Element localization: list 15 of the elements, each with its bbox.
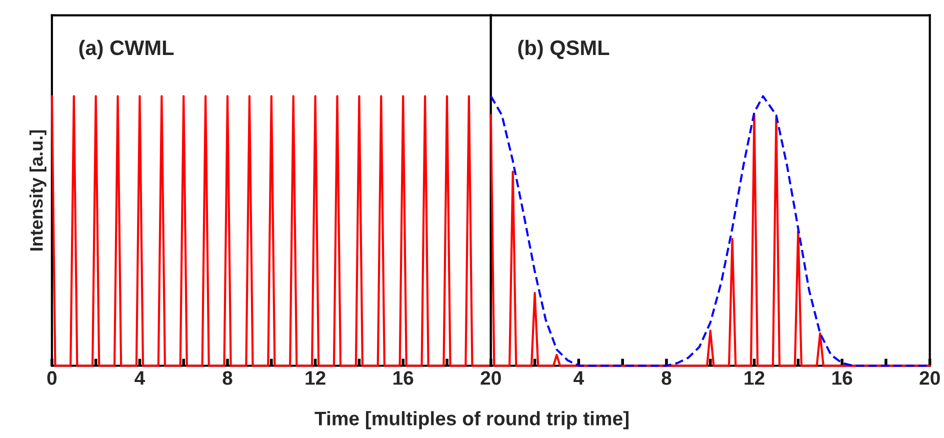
chart-title: (a) CWML xyxy=(79,40,174,60)
y-axis-title: Intensity [a.u.] xyxy=(30,130,46,251)
x-tick-label: 12 xyxy=(306,371,326,385)
x-tick-label: 16 xyxy=(394,371,414,385)
chart-title: (b) QSML xyxy=(518,40,610,60)
x-tick-label: 20 xyxy=(920,371,940,385)
x-tick-label: 4 xyxy=(574,371,584,385)
x-tick-label: 4 xyxy=(134,371,146,385)
x-tick-label: 16 xyxy=(832,371,852,385)
x-tick-label: 8 xyxy=(222,371,232,385)
x-tick-label: 12 xyxy=(744,371,764,385)
x-tick-label: 20 xyxy=(480,371,501,385)
x-tick-label: 0 xyxy=(47,371,57,385)
x-axis-title: Time [multiples of round trip time] xyxy=(314,411,628,430)
x-tick-label: 8 xyxy=(662,371,672,385)
